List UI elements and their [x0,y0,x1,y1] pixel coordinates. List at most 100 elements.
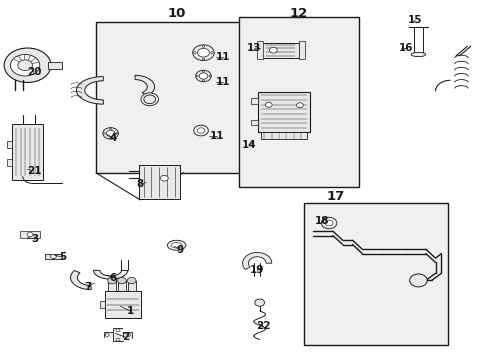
Polygon shape [48,62,62,69]
Polygon shape [257,41,263,59]
Ellipse shape [167,240,186,250]
Polygon shape [251,98,258,104]
Polygon shape [6,141,12,148]
Circle shape [4,48,51,82]
Circle shape [103,133,105,134]
Polygon shape [139,165,180,199]
Polygon shape [262,42,299,58]
Circle shape [265,102,272,107]
Circle shape [202,80,204,81]
Circle shape [116,329,120,332]
Polygon shape [251,120,258,126]
Circle shape [193,45,214,60]
Ellipse shape [411,52,426,57]
Polygon shape [104,338,113,341]
Circle shape [116,133,118,134]
Circle shape [144,95,156,104]
Text: 1: 1 [126,306,134,316]
Circle shape [296,103,303,108]
Text: 16: 16 [399,43,414,53]
Polygon shape [20,231,40,238]
Circle shape [211,52,213,54]
Text: 12: 12 [290,7,308,20]
Polygon shape [104,332,132,338]
Polygon shape [76,77,103,104]
Circle shape [209,75,211,77]
Circle shape [410,274,427,287]
Polygon shape [243,252,272,270]
Circle shape [105,333,109,336]
Text: 10: 10 [168,7,186,20]
Circle shape [160,175,168,181]
Text: 11: 11 [209,131,224,141]
Circle shape [202,58,205,60]
Text: 18: 18 [315,216,329,226]
Circle shape [194,52,196,54]
Text: 6: 6 [109,273,117,283]
Polygon shape [108,280,116,291]
Text: 3: 3 [31,234,39,244]
Polygon shape [135,75,155,96]
Polygon shape [6,159,12,166]
Circle shape [199,73,208,79]
Circle shape [110,128,112,130]
Circle shape [116,338,120,341]
Polygon shape [258,92,310,132]
Circle shape [108,277,117,284]
Text: 8: 8 [136,179,144,189]
FancyBboxPatch shape [96,22,255,173]
Polygon shape [123,328,132,332]
Text: 20: 20 [26,67,41,77]
Circle shape [127,277,136,284]
Circle shape [127,333,131,336]
Circle shape [27,232,33,237]
Polygon shape [104,328,113,332]
Ellipse shape [171,243,182,248]
Polygon shape [123,338,132,341]
Text: 11: 11 [216,52,230,62]
Circle shape [141,93,159,106]
Text: 7: 7 [84,282,91,292]
Circle shape [255,299,265,306]
Circle shape [196,70,211,82]
Polygon shape [261,132,307,139]
Text: 2: 2 [122,332,129,342]
Text: 4: 4 [109,133,117,143]
Text: 14: 14 [242,140,256,150]
Polygon shape [104,291,141,318]
Text: 5: 5 [60,252,67,262]
Circle shape [18,60,32,71]
Polygon shape [113,328,123,341]
Circle shape [106,130,115,136]
Circle shape [196,75,198,77]
Polygon shape [299,41,305,59]
FancyBboxPatch shape [304,203,448,345]
Circle shape [103,128,119,139]
Circle shape [270,47,277,53]
Text: 13: 13 [246,43,261,53]
Text: 9: 9 [177,245,184,255]
Polygon shape [99,301,104,309]
Text: 19: 19 [250,265,265,275]
Polygon shape [45,254,62,258]
Text: 22: 22 [256,321,271,331]
Circle shape [110,137,112,139]
Text: 15: 15 [408,15,422,26]
Text: 17: 17 [326,190,344,203]
FancyBboxPatch shape [239,17,359,187]
Circle shape [118,277,126,284]
Circle shape [10,54,40,76]
Polygon shape [94,270,128,279]
Circle shape [50,254,56,258]
Circle shape [197,128,205,133]
Text: 11: 11 [216,77,230,87]
Polygon shape [71,270,91,289]
Circle shape [194,125,208,136]
Circle shape [202,71,204,72]
Text: 21: 21 [26,166,41,176]
Circle shape [197,48,209,57]
Polygon shape [118,280,126,291]
Circle shape [325,220,333,226]
Polygon shape [128,280,136,291]
Circle shape [321,217,337,229]
